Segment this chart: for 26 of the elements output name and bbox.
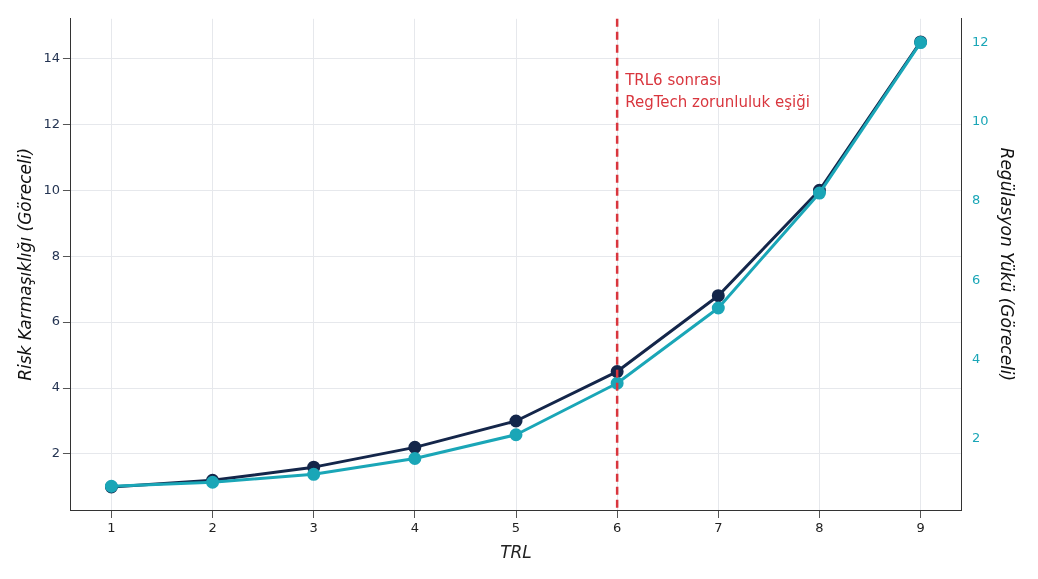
x-tick-label: 5: [511, 520, 521, 536]
y-axis-title: Risk Karmaşıklığı (Göreceli): [14, 147, 35, 381]
y2-axis-title: Regülasyon Yükü (Göreceli): [997, 147, 1018, 382]
x-tick-label: 2: [208, 520, 217, 536]
y2-tick-label: 10: [972, 113, 989, 129]
y2-tick-label: 2: [972, 430, 981, 446]
x-axis-title: TRL: [500, 542, 532, 563]
ref-line-label: TRL6 sonrası RegTech zorunluluk eşiği: [624, 71, 810, 112]
x-tick-label: 6: [613, 520, 622, 536]
x-tick-label: 8: [815, 520, 824, 536]
y-tick-label: 14: [43, 49, 60, 65]
x-tick-label: 3: [309, 520, 318, 536]
x-tick-label: 1: [107, 520, 116, 536]
y-tick-label: 2: [51, 445, 60, 461]
y2-tick-label: 4: [972, 350, 981, 366]
x-tick-label: 7: [714, 520, 723, 536]
y2-tick-label: 8: [972, 192, 981, 208]
y-tick-label: 10: [43, 181, 60, 197]
y2-tick-label: 6: [972, 271, 981, 287]
x-tick-label: 4: [410, 520, 419, 536]
y-tick-label: 6: [51, 313, 60, 329]
y2-tick-label: 12: [972, 33, 989, 49]
y-tick-label: 8: [51, 247, 60, 263]
x-tick-label: 9: [916, 520, 925, 536]
y-tick-label: 4: [51, 379, 60, 395]
y-tick-label: 12: [43, 115, 60, 131]
